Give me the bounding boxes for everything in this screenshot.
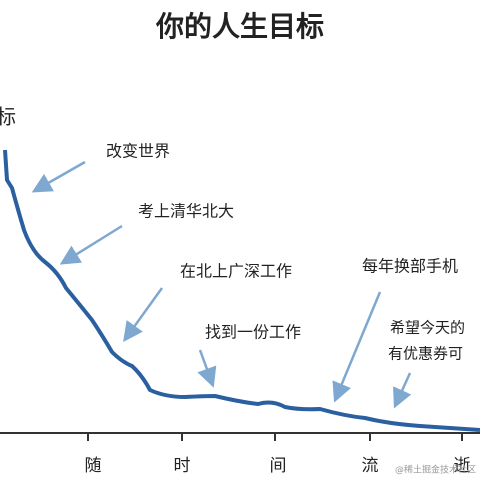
- arrows: [31, 160, 412, 409]
- x-label: 逝: [454, 456, 471, 476]
- x-label: 时: [174, 456, 191, 476]
- x-label: 流: [362, 456, 379, 476]
- annotation: 希望今天的: [390, 319, 465, 337]
- annotation: 找到一份工作: [205, 323, 301, 342]
- x-ticks: [87, 433, 463, 441]
- annotation: 每年换部手机: [362, 257, 458, 276]
- annotation: 有优惠券可: [388, 345, 463, 363]
- watermark: @稀土掘金技术社区: [395, 464, 476, 476]
- annotation: 在北上广深工作: [180, 262, 292, 281]
- annotation: 改变世界: [106, 142, 170, 161]
- y-label: 目标: [0, 105, 16, 129]
- x-label: 随: [85, 456, 102, 476]
- life-curve: [3, 149, 480, 432]
- annotation: 考上清华北大: [138, 202, 234, 221]
- x-label: 间: [270, 456, 287, 476]
- title: 你的人生目标: [155, 10, 324, 43]
